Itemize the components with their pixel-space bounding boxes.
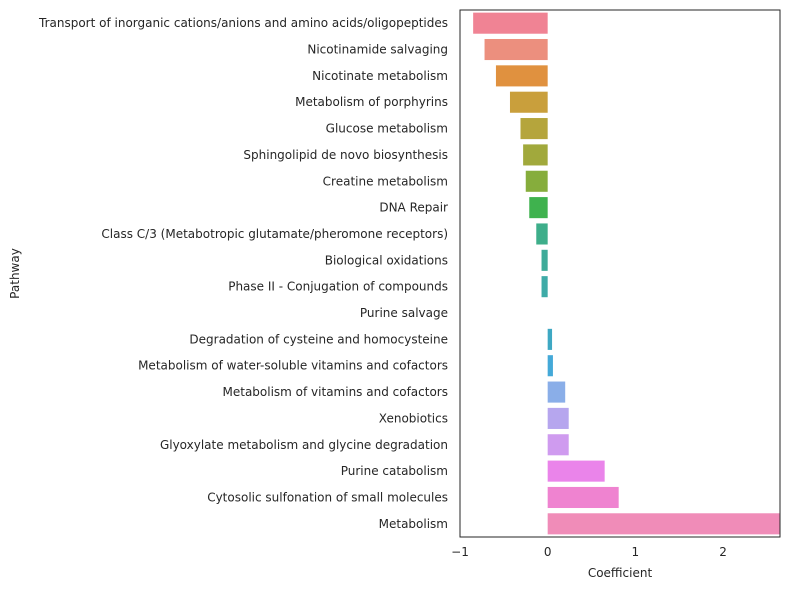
y-tick-label: Nicotinate metabolism [312,69,448,83]
bar [520,118,548,140]
y-tick-label: DNA Repair [379,201,448,215]
bar [536,223,548,245]
plot-frame [459,9,781,538]
y-tick-label: Biological oxidations [325,253,448,267]
y-tick-labels: Transport of inorganic cations/anions an… [38,16,448,531]
y-tick-label: Metabolism of water-soluble vitamins and… [138,359,448,373]
bar [541,249,548,271]
x-tick-label: 1 [632,545,640,559]
y-tick-label: Cytosolic sulfonation of small molecules [207,490,448,504]
y-tick-label: Metabolism of vitamins and cofactors [223,385,449,399]
y-tick-label: Purine salvage [360,306,448,320]
y-tick-label: Glyoxylate metabolism and glycine degrad… [160,438,448,452]
bar [495,65,548,87]
y-tick-label: Sphingolipid de novo biosynthesis [243,148,448,162]
x-tick-label: 2 [719,545,727,559]
bar [547,355,553,377]
bar [484,38,548,61]
bar [547,381,566,403]
x-tick-label: −1 [451,545,469,559]
bars-group [473,12,780,535]
bar [525,170,548,192]
bar [473,12,548,34]
bar [509,91,548,113]
y-tick-label: Purine catabolism [341,464,448,478]
y-tick-label: Nicotinamide salvaging [307,43,448,57]
bar [547,513,780,535]
bar [547,460,605,482]
y-tick-label: Phase II - Conjugation of compounds [228,280,448,294]
y-tick-label: Creatine metabolism [323,174,448,188]
y-tick-label: Xenobiotics [379,411,448,425]
y-tick-label: Class C/3 (Metabotropic glutamate/pherom… [101,227,448,241]
y-tick-label: Metabolism of porphyrins [295,95,448,109]
bar [547,486,619,509]
bar [541,276,548,298]
y-tick-label: Degradation of cysteine and homocysteine [189,332,448,346]
bar [547,328,553,350]
y-axis-title: Pathway [8,248,22,299]
x-tick-labels: −1 0 1 2 [451,545,727,559]
x-axis-title: Coefficient [588,566,653,580]
bar [529,197,548,219]
bar [547,434,569,456]
bar [547,407,569,429]
y-tick-label: Transport of inorganic cations/anions an… [38,16,448,30]
bar [523,144,548,166]
y-tick-label: Metabolism [379,517,448,531]
y-tick-label: Glucose metabolism [326,122,448,136]
x-tick-label: 0 [544,545,552,559]
